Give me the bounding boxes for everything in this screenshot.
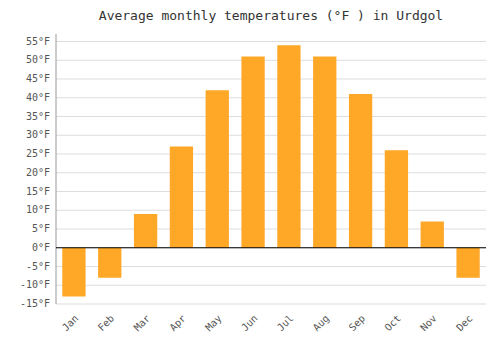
x-tick-label: May <box>203 313 224 334</box>
y-tick-label: -10°F <box>20 279 50 290</box>
y-tick-label: 55°F <box>26 36 50 47</box>
x-tick-label: Nov <box>418 313 439 334</box>
y-tick-label: 10°F <box>26 204 50 215</box>
chart-title: Average monthly temperatures (°F ) in Ur… <box>99 8 443 23</box>
y-axis: -15°F -10°F -5°F 0°F 5°F 10°F 15°F 20°F 25°F 30°F… <box>20 36 50 310</box>
x-tick-label: Apr <box>167 313 188 334</box>
bar <box>62 248 85 297</box>
bar <box>170 147 193 248</box>
grid-line <box>56 97 486 98</box>
zero-line <box>56 247 486 248</box>
grid-line <box>56 172 486 173</box>
grid-line <box>56 247 486 248</box>
bar <box>313 57 336 248</box>
bar <box>421 222 444 248</box>
y-tick-label: 0°F <box>32 242 50 253</box>
x-tick-label: Jul <box>275 313 296 334</box>
x-tick-label: Jun <box>239 313 260 334</box>
y-tick-label: -5°F <box>26 261 50 272</box>
grid-line <box>56 191 486 192</box>
bar <box>134 214 157 248</box>
bar <box>456 248 479 278</box>
x-axis: Jan Feb Mar Apr May Jun Jul Aug Sep Oct Nov Dec <box>60 313 475 334</box>
grid <box>56 42 486 305</box>
y-axis-line <box>56 34 57 304</box>
y-tick-label: 5°F <box>32 223 50 234</box>
grid-line <box>56 60 486 61</box>
y-tick-label: 30°F <box>26 129 50 140</box>
grid-line <box>56 79 486 80</box>
bar <box>206 90 229 248</box>
grid-line <box>56 304 486 305</box>
x-tick-label: Mar <box>132 313 153 334</box>
bar <box>241 57 264 248</box>
grid-line <box>56 210 486 211</box>
grid-line <box>56 285 486 286</box>
chart-container: Average monthly temperatures (°F ) in Ur… <box>0 0 500 350</box>
y-tick-label: 15°F <box>26 186 50 197</box>
x-tick-label: Aug <box>311 313 332 334</box>
bar <box>98 248 121 278</box>
y-tick-label: 45°F <box>26 73 50 84</box>
grid-line <box>56 135 486 136</box>
x-tick-label: Jan <box>60 313 81 334</box>
y-tick-label: 25°F <box>26 148 50 159</box>
x-tick-label: Dec <box>454 313 475 334</box>
bar <box>349 94 372 248</box>
x-tick-label: Sep <box>347 313 368 334</box>
x-tick-label: Oct <box>382 313 403 334</box>
grid-line <box>56 154 486 155</box>
bar <box>277 45 300 248</box>
y-tick-label: 40°F <box>26 92 50 103</box>
y-tick-label: 50°F <box>26 54 50 65</box>
y-tick-label: 35°F <box>26 111 50 122</box>
chart: Average monthly temperatures (°F ) in Ur… <box>0 0 500 350</box>
bars <box>62 45 479 296</box>
grid-line <box>56 41 486 42</box>
y-tick-label: -15°F <box>20 298 50 309</box>
bar <box>385 150 408 248</box>
y-tick-label: 20°F <box>26 167 50 178</box>
x-tick-label: Feb <box>96 313 117 334</box>
grid-line <box>56 116 486 117</box>
